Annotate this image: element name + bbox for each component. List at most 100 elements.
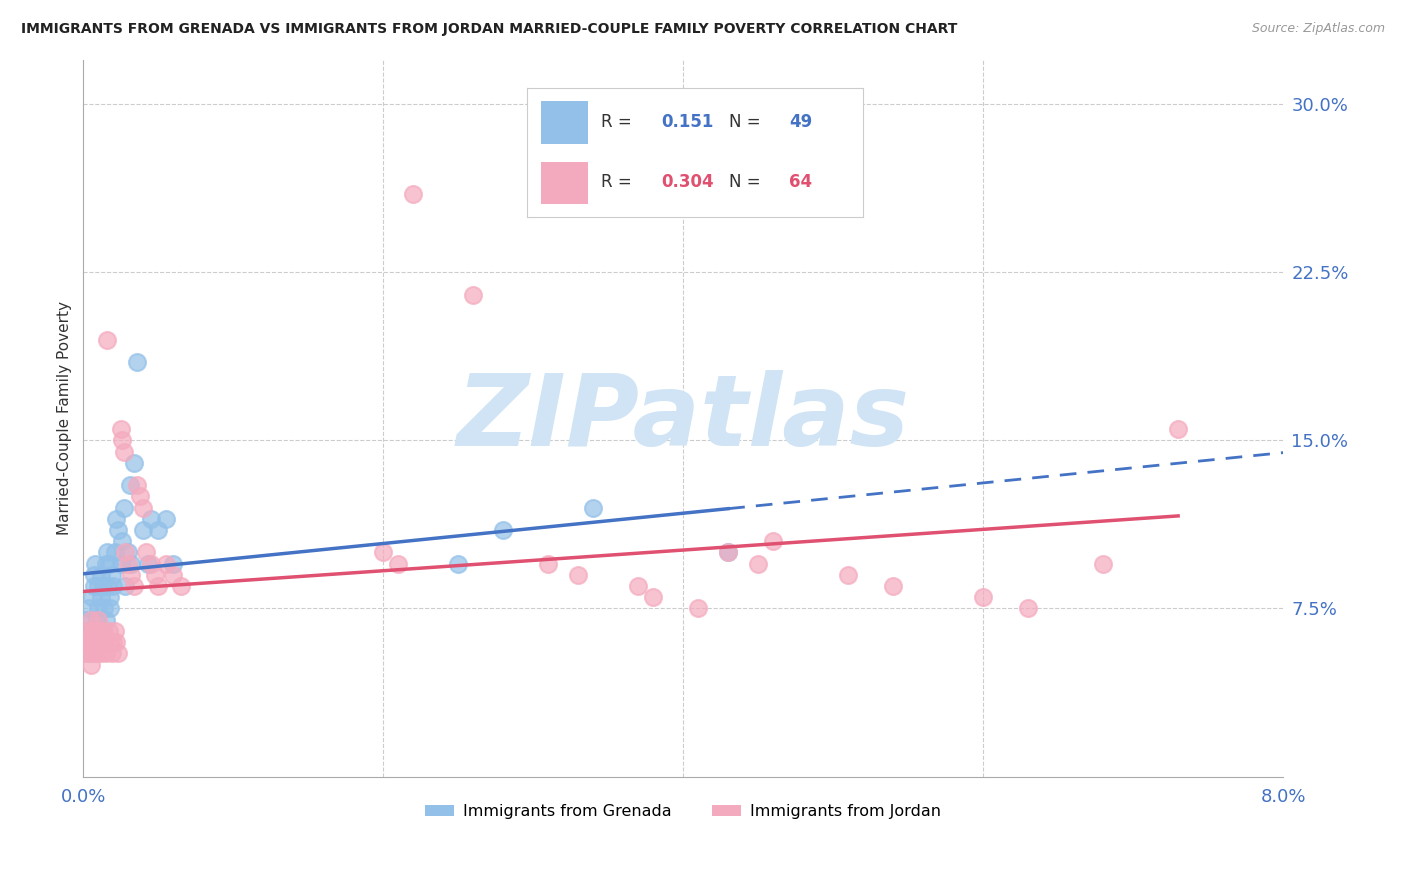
Point	[76, 624, 98, 638]
Point	[93, 601, 115, 615]
Point	[447, 557, 470, 571]
Point	[104, 624, 127, 638]
Point	[97, 557, 120, 571]
Point	[80, 613, 103, 627]
Point	[537, 557, 560, 571]
Point	[96, 545, 118, 559]
Point	[76, 624, 98, 638]
Point	[96, 579, 118, 593]
Point	[972, 591, 994, 605]
Point	[162, 557, 184, 571]
Point	[86, 646, 108, 660]
Point	[107, 646, 129, 660]
Point	[89, 624, 111, 638]
Point	[112, 444, 135, 458]
Point	[91, 624, 114, 638]
Point	[373, 545, 395, 559]
Point	[148, 523, 170, 537]
Point	[105, 635, 128, 649]
Point	[139, 512, 162, 526]
Point	[118, 478, 141, 492]
Point	[492, 523, 515, 537]
Point	[82, 635, 104, 649]
Point	[96, 333, 118, 347]
Point	[124, 456, 146, 470]
Point	[135, 545, 157, 559]
Point	[84, 557, 107, 571]
Point	[136, 557, 159, 571]
Point	[155, 557, 177, 571]
Point	[111, 434, 134, 448]
Point	[103, 579, 125, 593]
Point	[94, 646, 117, 660]
Point	[762, 534, 785, 549]
Point	[101, 646, 124, 660]
Point	[1167, 422, 1189, 436]
Point	[837, 567, 859, 582]
Point	[82, 591, 104, 605]
Point	[73, 635, 96, 649]
Point	[90, 635, 112, 649]
Point	[120, 567, 142, 582]
Point	[139, 557, 162, 571]
Point	[127, 355, 149, 369]
Point	[75, 646, 97, 660]
Legend: Immigrants from Grenada, Immigrants from Jordan: Immigrants from Grenada, Immigrants from…	[419, 798, 948, 826]
Point	[717, 545, 740, 559]
Point	[91, 579, 114, 593]
Text: IMMIGRANTS FROM GRENADA VS IMMIGRANTS FROM JORDAN MARRIED-COUPLE FAMILY POVERTY : IMMIGRANTS FROM GRENADA VS IMMIGRANTS FR…	[21, 22, 957, 37]
Point	[114, 545, 136, 559]
Point	[110, 557, 132, 571]
Point	[143, 567, 166, 582]
Y-axis label: Married-Couple Family Poverty: Married-Couple Family Poverty	[58, 301, 72, 535]
Point	[80, 646, 103, 660]
Point	[114, 579, 136, 593]
Point	[87, 635, 110, 649]
Point	[94, 557, 117, 571]
Point	[567, 567, 589, 582]
Point	[93, 635, 115, 649]
Point	[89, 624, 111, 638]
Point	[90, 591, 112, 605]
Point	[83, 579, 105, 593]
Point	[717, 545, 740, 559]
Point	[882, 579, 904, 593]
Point	[155, 512, 177, 526]
Point	[463, 288, 485, 302]
Point	[84, 635, 107, 649]
Point	[688, 601, 710, 615]
Point	[87, 601, 110, 615]
Point	[80, 635, 103, 649]
Point	[132, 500, 155, 515]
Point	[86, 613, 108, 627]
Point	[79, 601, 101, 615]
Point	[82, 624, 104, 638]
Point	[124, 579, 146, 593]
Point	[117, 557, 139, 571]
Point	[627, 579, 650, 593]
Point	[111, 534, 134, 549]
Point	[84, 624, 107, 638]
Point	[83, 567, 105, 582]
Point	[91, 624, 114, 638]
Point	[87, 613, 110, 627]
Point	[110, 422, 132, 436]
Point	[1092, 557, 1115, 571]
Point	[105, 512, 128, 526]
Point	[117, 545, 139, 559]
Point	[107, 523, 129, 537]
Point	[94, 613, 117, 627]
Point	[127, 478, 149, 492]
Point	[80, 657, 103, 672]
Point	[90, 567, 112, 582]
Point	[643, 591, 665, 605]
Point	[83, 646, 105, 660]
Point	[75, 613, 97, 627]
Point	[98, 601, 121, 615]
Point	[87, 579, 110, 593]
Point	[103, 635, 125, 649]
Point	[101, 567, 124, 582]
Point	[148, 579, 170, 593]
Point	[79, 635, 101, 649]
Point	[1017, 601, 1039, 615]
